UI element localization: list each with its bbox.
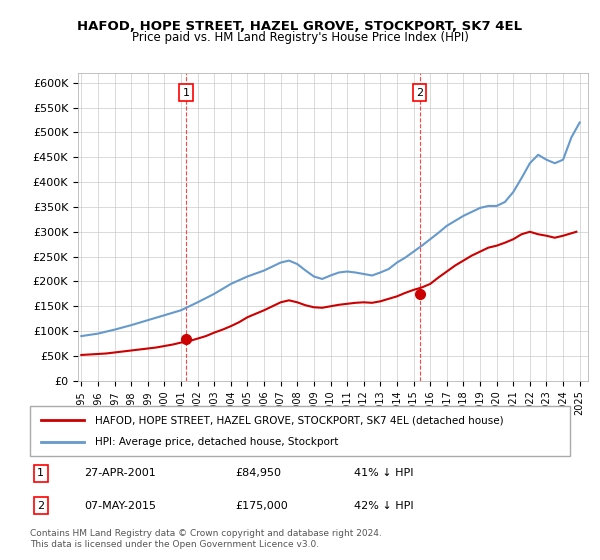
Text: 27-APR-2001: 27-APR-2001 bbox=[84, 468, 156, 478]
Text: HAFOD, HOPE STREET, HAZEL GROVE, STOCKPORT, SK7 4EL (detached house): HAFOD, HOPE STREET, HAZEL GROVE, STOCKPO… bbox=[95, 415, 503, 425]
Text: Price paid vs. HM Land Registry's House Price Index (HPI): Price paid vs. HM Land Registry's House … bbox=[131, 31, 469, 44]
Text: 07-MAY-2015: 07-MAY-2015 bbox=[84, 501, 156, 511]
Text: 1: 1 bbox=[37, 468, 44, 478]
Text: 2: 2 bbox=[37, 501, 44, 511]
Text: 1: 1 bbox=[183, 88, 190, 97]
Text: 2: 2 bbox=[416, 88, 423, 97]
Text: HPI: Average price, detached house, Stockport: HPI: Average price, detached house, Stoc… bbox=[95, 437, 338, 447]
Text: 42% ↓ HPI: 42% ↓ HPI bbox=[354, 501, 413, 511]
Text: £84,950: £84,950 bbox=[235, 468, 281, 478]
Text: Contains HM Land Registry data © Crown copyright and database right 2024.
This d: Contains HM Land Registry data © Crown c… bbox=[30, 529, 382, 549]
Text: 41% ↓ HPI: 41% ↓ HPI bbox=[354, 468, 413, 478]
Text: £175,000: £175,000 bbox=[235, 501, 288, 511]
FancyBboxPatch shape bbox=[30, 406, 570, 456]
Text: HAFOD, HOPE STREET, HAZEL GROVE, STOCKPORT, SK7 4EL: HAFOD, HOPE STREET, HAZEL GROVE, STOCKPO… bbox=[77, 20, 523, 32]
